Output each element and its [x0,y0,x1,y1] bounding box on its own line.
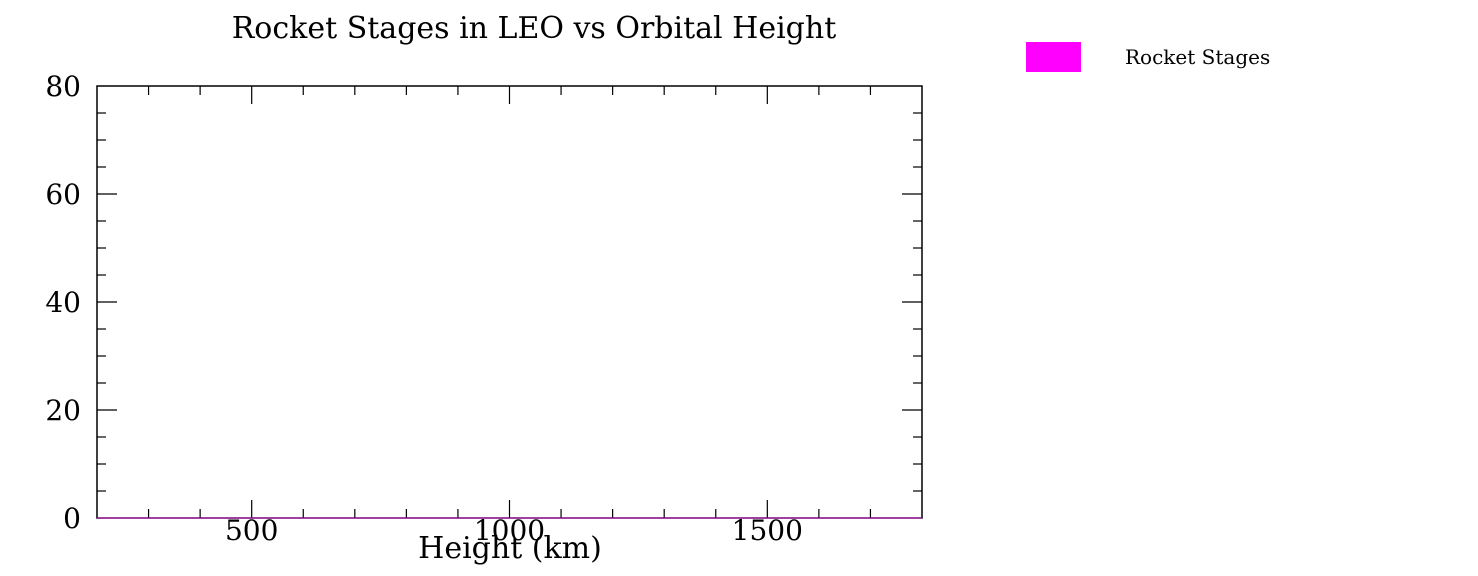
legend: Rocket Stages [1026,42,1270,72]
legend-label: Rocket Stages [1125,45,1270,69]
y-tick-label: 60 [45,178,81,211]
plot-frame [96,85,923,519]
y-tick-label: 40 [45,286,81,319]
y-tick-label: 20 [45,394,81,427]
axis-ticks [97,86,922,518]
x-tick-label: 1500 [732,514,803,547]
chart-title: Rocket Stages in LEO vs Orbital Height [232,11,837,46]
y-tick-label: 80 [45,70,81,103]
x-tick-label: 1000 [474,514,545,547]
x-tick-label: 500 [225,514,278,547]
y-tick-label: 0 [63,502,81,535]
plot-area-border [96,85,923,519]
axis-tick-labels: 500 1000 1500 0 20 40 60 80 [45,70,803,547]
x-axis-label: Height (km) [418,531,602,566]
legend-swatch [1026,42,1081,72]
